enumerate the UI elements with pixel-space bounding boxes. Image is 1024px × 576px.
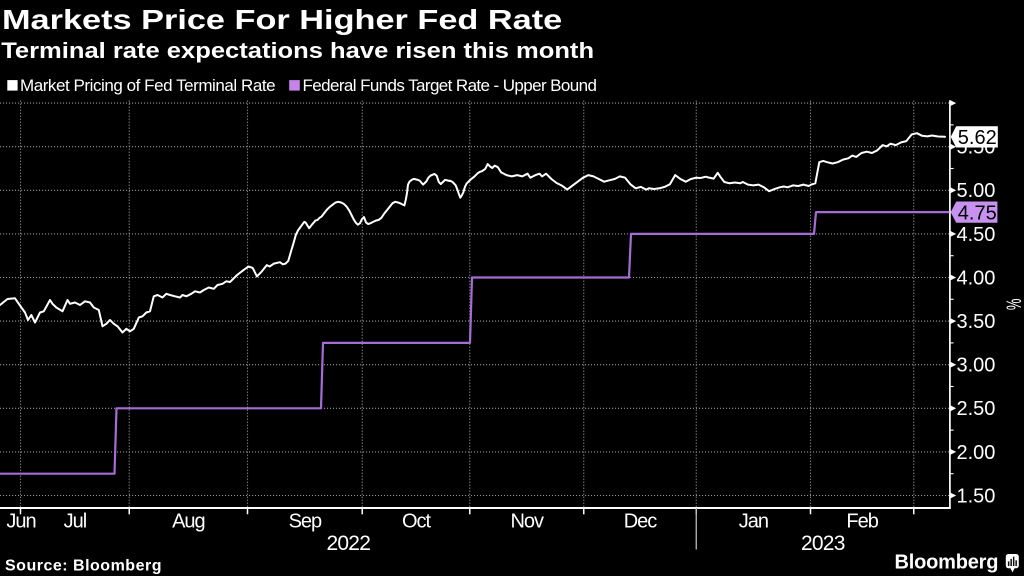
svg-text:Sep: Sep [289,511,322,533]
svg-text:5.00: 5.00 [957,180,996,202]
svg-text:3.50: 3.50 [957,311,996,333]
svg-text:4.75: 4.75 [958,202,997,224]
svg-text:Federal Funds Target Rate - Up: Federal Funds Target Rate - Upper Bound [303,76,597,95]
svg-text:Oct: Oct [402,511,432,533]
svg-text:2022: 2022 [326,532,370,555]
svg-text:Feb: Feb [846,511,878,533]
svg-text:5.62: 5.62 [958,127,997,149]
svg-text:3.00: 3.00 [957,355,996,377]
svg-text:4.50: 4.50 [957,224,996,246]
svg-text:Markets Price For Higher Fed R: Markets Price For Higher Fed Rate [2,4,562,35]
svg-text:Bloomberg: Bloomberg [895,551,999,573]
svg-text:Source: Bloomberg: Source: Bloomberg [5,558,162,575]
svg-text:Market Pricing of Fed Terminal: Market Pricing of Fed Terminal Rate [20,76,275,95]
svg-text:1.50: 1.50 [957,485,996,507]
svg-text:Nov: Nov [510,511,544,533]
svg-text:Dec: Dec [624,511,658,533]
svg-text:2.50: 2.50 [957,398,996,420]
svg-text:Aug: Aug [172,511,205,533]
svg-text:Jul: Jul [64,511,87,533]
svg-text:Jun: Jun [6,511,35,533]
svg-text:Jan: Jan [739,511,768,533]
svg-text:Terminal rate expectations hav: Terminal rate expectations have risen th… [1,38,594,63]
svg-text:%: % [1002,299,1024,311]
svg-text:2.00: 2.00 [957,442,996,464]
svg-text:2023: 2023 [801,532,845,555]
svg-text:4.00: 4.00 [957,267,996,289]
